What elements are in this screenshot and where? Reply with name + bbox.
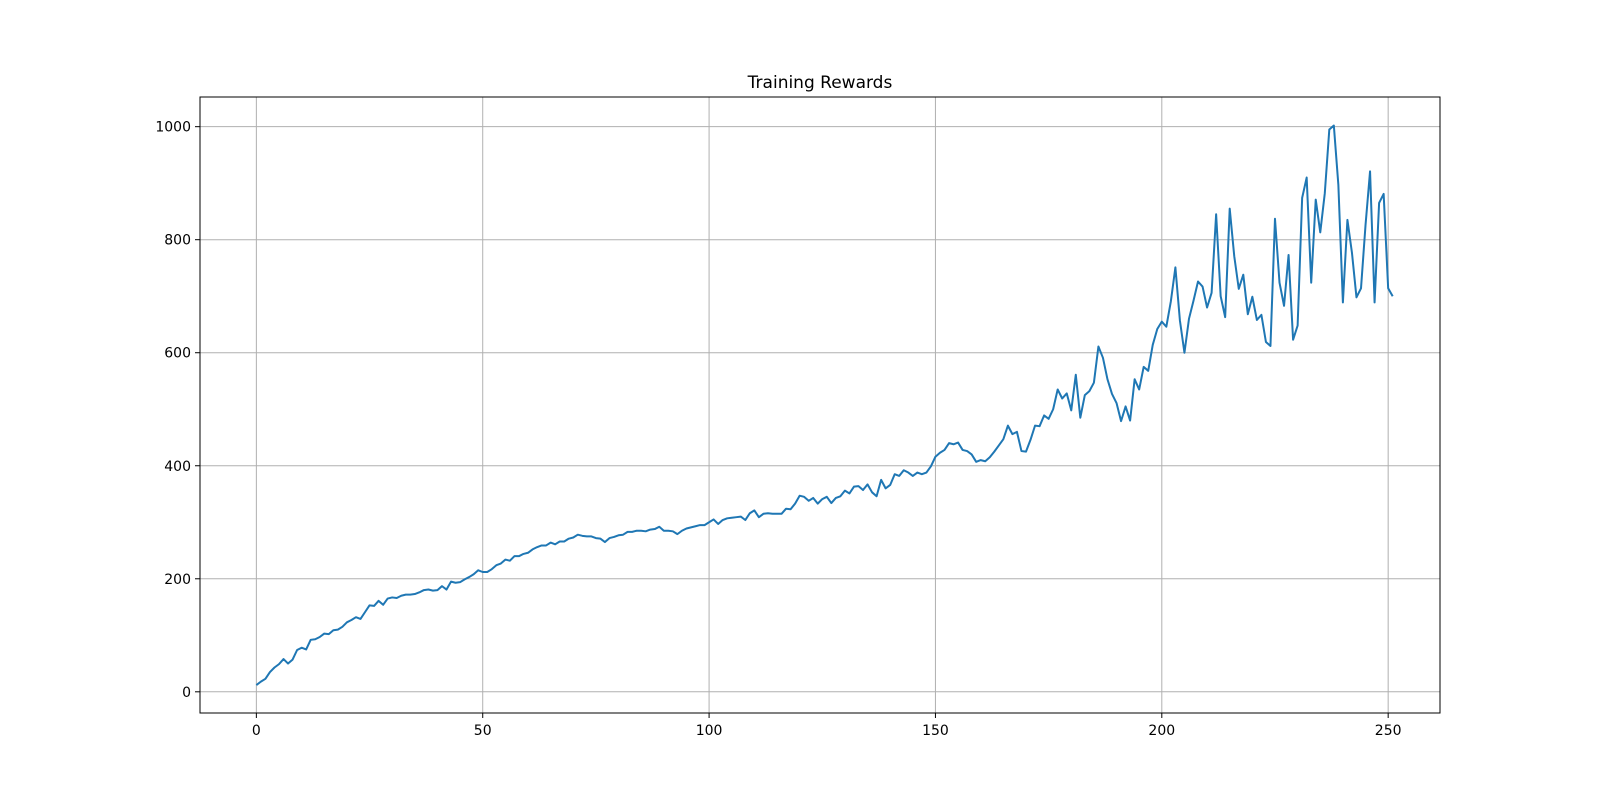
x-tick-label: 50 — [474, 723, 492, 739]
x-tick-label: 250 — [1375, 723, 1402, 739]
chart-title: Training Rewards — [747, 73, 893, 93]
y-tick-label: 1000 — [155, 120, 191, 136]
series-line — [255, 124, 1394, 686]
y-tick-label: 800 — [164, 233, 191, 249]
y-tick-label: 0 — [182, 685, 191, 701]
y-tick-label: 600 — [164, 346, 191, 362]
y-tick-label: 200 — [164, 572, 191, 588]
x-tick-label: 200 — [1148, 723, 1175, 739]
plot-area — [255, 124, 1394, 686]
x-tick-label: 150 — [922, 723, 949, 739]
y-tick-label: 400 — [164, 459, 191, 475]
axis-ticks: 0 50 100 150 200 250 0 200 400 600 800 1000 — [155, 120, 1401, 739]
x-tick-label: 0 — [252, 723, 261, 739]
grid-lines — [200, 97, 1440, 713]
axes-frame — [199, 96, 1441, 714]
x-tick-label: 100 — [696, 723, 723, 739]
